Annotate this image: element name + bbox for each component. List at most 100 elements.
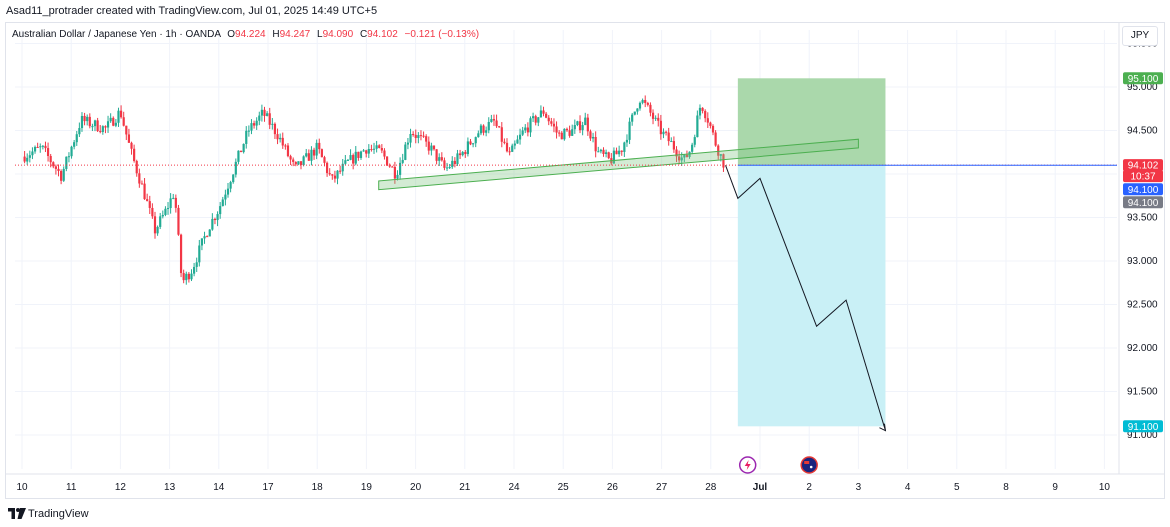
candle-up — [310, 149, 313, 161]
candle-up — [33, 146, 37, 152]
candle-down — [552, 123, 556, 127]
candle-down — [320, 149, 323, 158]
candle-down — [495, 120, 498, 127]
candle-down — [657, 117, 660, 121]
candle-up — [633, 111, 636, 115]
candle-down — [182, 273, 185, 281]
australia-flag-icon[interactable] — [800, 456, 818, 474]
trend-channel[interactable] — [378, 138, 859, 191]
candle-down — [414, 134, 417, 138]
candle-down — [565, 128, 569, 131]
price-badge-countdown — [1123, 170, 1163, 183]
candle-up — [618, 150, 621, 155]
candle-up — [234, 161, 237, 175]
close-label: C — [359, 29, 368, 40]
candle-down — [122, 117, 125, 126]
candle-up — [359, 151, 363, 158]
candle-down — [388, 165, 391, 167]
candle-down — [146, 199, 149, 202]
candle-up — [247, 130, 250, 132]
candle-down — [119, 110, 123, 118]
candle-up — [521, 130, 524, 135]
candle-up — [406, 142, 410, 145]
candle-down — [547, 117, 550, 122]
time-tick-label: 14 — [213, 482, 225, 493]
candle-up — [336, 170, 339, 179]
candle-down — [177, 207, 180, 235]
candle-up — [698, 107, 702, 116]
candle-up — [229, 182, 232, 189]
candle-up — [375, 145, 378, 149]
price-badge-entry-grey — [1123, 196, 1163, 209]
candle-up — [451, 160, 454, 168]
projection-path[interactable] — [725, 165, 886, 431]
time-tick-label: 13 — [164, 482, 176, 493]
candle-up — [302, 156, 305, 166]
candle-down — [620, 150, 623, 152]
symbol-legend: Australian Dollar / Japanese Yen · 1h · … — [12, 29, 479, 40]
candle-up — [305, 153, 308, 157]
time-tick-label: 18 — [312, 482, 324, 493]
candle-up — [573, 125, 576, 130]
candle-up — [200, 238, 204, 246]
candle-up — [195, 262, 198, 267]
candle-down — [239, 150, 243, 153]
candle-up — [487, 121, 490, 131]
price-chart[interactable]: 95.50095.00094.50094.00093.50093.00092.5… — [5, 22, 1165, 499]
candle-down — [602, 149, 605, 154]
candle-up — [524, 127, 527, 131]
candle-down — [88, 116, 91, 127]
profit-zone[interactable] — [737, 78, 886, 166]
candle-up — [477, 133, 480, 138]
currency-button[interactable]: JPY — [1122, 26, 1158, 46]
candle-up — [638, 102, 642, 109]
candle-up — [75, 134, 78, 143]
candle-down — [722, 154, 725, 168]
time-tick-label: 5 — [954, 482, 960, 493]
candle-down — [36, 146, 39, 148]
candle-down — [148, 201, 151, 208]
price-tick-label: 92.000 — [1127, 343, 1158, 354]
time-tick-label: 27 — [656, 482, 668, 493]
candle-down — [153, 216, 157, 234]
price-badge-target — [1123, 72, 1163, 85]
candle-up — [529, 118, 532, 133]
candle-down — [140, 183, 144, 185]
candle-up — [537, 117, 540, 123]
candle-up — [683, 154, 686, 158]
candle-down — [252, 123, 256, 126]
candle-up — [193, 266, 196, 274]
time-tick-label: 4 — [905, 482, 911, 493]
candle-up — [670, 141, 673, 143]
candle-down — [44, 145, 47, 149]
time-tick-label: 25 — [558, 482, 570, 493]
candle-down — [312, 149, 316, 156]
candle-up — [67, 156, 71, 158]
candle-down — [179, 234, 183, 274]
time-tick-label: 19 — [361, 482, 373, 493]
candle-up — [472, 143, 475, 145]
lightning-event-icon[interactable] — [738, 456, 757, 474]
candle-up — [461, 152, 464, 156]
candle-down — [49, 156, 52, 163]
candle-down — [294, 161, 297, 165]
candle-down — [52, 162, 55, 167]
candle-down — [263, 109, 266, 116]
candle-down — [425, 136, 428, 142]
candle-down — [299, 161, 303, 166]
candle-up — [479, 125, 483, 134]
candle-down — [380, 147, 383, 151]
candle-up — [70, 146, 73, 157]
candle-down — [206, 236, 209, 238]
time-tick-label: 10 — [16, 482, 28, 493]
candle-down — [667, 132, 670, 142]
candle-down — [498, 126, 501, 128]
candle-up — [628, 121, 631, 140]
candle-down — [268, 113, 271, 125]
candle-down — [545, 113, 548, 118]
loss-zone[interactable] — [737, 165, 886, 427]
candle-down — [130, 142, 133, 149]
candle-down — [709, 122, 712, 126]
candle-up — [445, 167, 449, 169]
candle-up — [219, 206, 222, 215]
